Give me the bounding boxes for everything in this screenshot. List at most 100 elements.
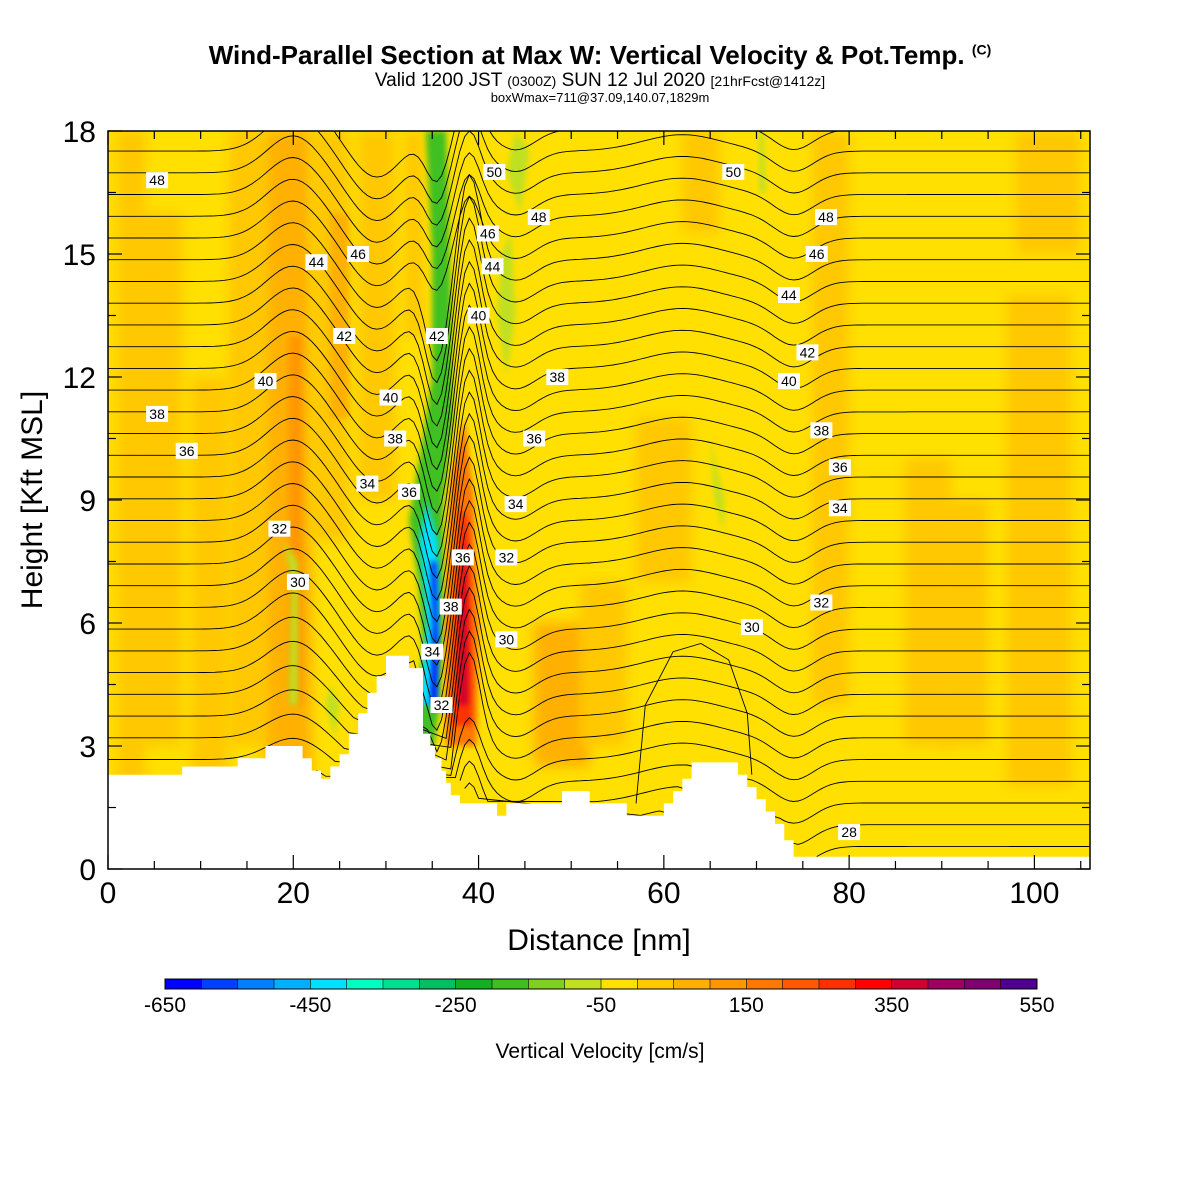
theta-label-10: 44 xyxy=(777,287,800,303)
theta-label-15: 40 xyxy=(254,373,277,390)
theta-label-text-7: 46 xyxy=(809,246,825,262)
x-axis-label: Distance [nm] xyxy=(507,924,690,957)
colorbar-bin-9 xyxy=(492,979,529,989)
theta-label-16: 40 xyxy=(379,389,402,406)
theta-label-36: 30 xyxy=(740,619,763,636)
theta-label-text-2: 50 xyxy=(726,164,742,180)
theta-label-text-21: 38 xyxy=(814,422,830,438)
x-tick-label-0: 0 xyxy=(100,877,117,910)
y-tick-label-12: 12 xyxy=(63,362,96,395)
theta-label-text-19: 38 xyxy=(149,406,165,422)
theta-label-22: 36 xyxy=(175,442,198,459)
theta-contour-29 xyxy=(108,173,1090,270)
fill-blob-2 xyxy=(191,377,229,787)
colorbar-bin-4 xyxy=(310,979,348,989)
theta-label-38: 38 xyxy=(439,598,462,615)
colorbar-bin-11 xyxy=(564,979,602,989)
theta-contour-16 xyxy=(108,412,1090,601)
theta-label-bg-39 xyxy=(838,824,861,841)
fill-blob-12 xyxy=(636,418,692,582)
theta-contour-5 xyxy=(108,651,1090,770)
forecast-info: [21hrFcst@1412z] xyxy=(710,73,826,89)
theta-label-bg-22 xyxy=(175,442,198,459)
theta-label-1: 50 xyxy=(483,164,506,180)
theta-label-text-18: 38 xyxy=(550,369,566,385)
theta-label-bg-31 xyxy=(268,520,291,537)
theta-contour-1 xyxy=(464,782,1090,845)
theta-label-text-38: 38 xyxy=(443,599,459,615)
theta-contour-10 xyxy=(108,543,1090,732)
theta-label-bg-21 xyxy=(810,422,833,439)
colorbar-bin-0 xyxy=(165,979,202,989)
theta-contour-7 xyxy=(108,608,1090,761)
y-tick-label-6: 6 xyxy=(79,608,96,641)
theta-label-bg-17 xyxy=(777,373,800,390)
colorbar-bin-6 xyxy=(383,979,420,989)
x-tick-label-100: 100 xyxy=(1009,877,1059,910)
theta-label-text-4: 48 xyxy=(818,209,834,225)
theta-contour-0 xyxy=(816,845,1090,857)
colorbar-tick-label-3: -50 xyxy=(586,994,616,1017)
theta-contour-18 xyxy=(108,369,1090,558)
x-tick-label-40: 40 xyxy=(462,877,495,910)
updraft-peak xyxy=(458,520,469,705)
chart-title: Wind-Parallel Section at Max W: Vertical… xyxy=(0,40,1200,71)
theta-contour-24 xyxy=(108,238,1090,427)
theta-label-24: 36 xyxy=(398,483,421,500)
theta-contour-13 xyxy=(108,477,1090,666)
y-tick-label-9: 9 xyxy=(79,485,96,518)
theta-label-text-25: 36 xyxy=(832,459,848,475)
theta-label-text-39: 28 xyxy=(841,824,857,840)
theta-contour-11 xyxy=(108,521,1090,710)
theta-contour-loop xyxy=(635,643,753,804)
theta-label-text-29: 34 xyxy=(832,500,848,516)
colorbar-bin-16 xyxy=(746,979,784,989)
theta-contour-9 xyxy=(108,564,1090,753)
terrain xyxy=(108,655,1090,869)
theta-label-bg-6 xyxy=(347,246,370,262)
theta-label-bg-27 xyxy=(356,475,379,492)
boxwmax-line: boxWmax=711@37.09,140.07,1829m xyxy=(490,90,710,105)
theta-label-text-35: 30 xyxy=(290,574,306,590)
y-tick-label-15: 15 xyxy=(63,239,96,272)
theta-label-13: 42 xyxy=(796,344,819,361)
fill-blob-1 xyxy=(135,213,183,746)
valid-date: SUN 12 Jul 2020 xyxy=(561,70,706,91)
theta-label-bg-33 xyxy=(810,594,833,611)
theta-label-0: 48 xyxy=(146,172,169,189)
theta-contour-14 xyxy=(108,456,1090,645)
theta-label-bg-1 xyxy=(483,164,506,180)
downdraft-peak xyxy=(430,561,438,705)
theta-contour-31 xyxy=(108,131,1090,226)
colorbar-bin-8 xyxy=(455,979,493,989)
theta-label-bg-23 xyxy=(523,430,546,447)
theta-label-bg-38 xyxy=(439,598,462,615)
theta-label-12: 42 xyxy=(425,328,448,344)
theta-label-text-33: 32 xyxy=(814,595,830,611)
theta-label-bg-11 xyxy=(333,328,356,344)
theta-label-8: 44 xyxy=(305,254,328,271)
theta-contour-26 xyxy=(108,195,1090,384)
theta-label-text-0: 48 xyxy=(149,172,165,188)
colorbar: -650 -450 -250 -50 150 350 550 Vertical Velocit… xyxy=(144,978,1055,1063)
theta-label-bg-12 xyxy=(425,328,448,344)
theta-label-text-5: 46 xyxy=(480,226,496,242)
theta-label-bg-29 xyxy=(828,500,851,517)
theta-contour-27 xyxy=(108,173,1090,362)
theta-label-34: 32 xyxy=(430,697,453,713)
colorbar-bin-21 xyxy=(928,979,965,989)
theta-label-11: 42 xyxy=(333,328,356,344)
theta-contour-4 xyxy=(108,717,1090,781)
theta-label-text-32: 32 xyxy=(499,549,515,565)
colorbar-bin-23 xyxy=(1000,979,1038,989)
title-copyright: (C) xyxy=(971,41,992,58)
fill-blob-9 xyxy=(404,131,423,336)
theta-label-text-37: 30 xyxy=(499,631,515,647)
colorbar-bin-2 xyxy=(237,979,275,989)
theta-label-39: 28 xyxy=(838,824,861,841)
fill-blob-17 xyxy=(1006,295,1072,787)
theta-label-27: 34 xyxy=(356,475,379,492)
colorbar-bin-7 xyxy=(419,979,457,989)
